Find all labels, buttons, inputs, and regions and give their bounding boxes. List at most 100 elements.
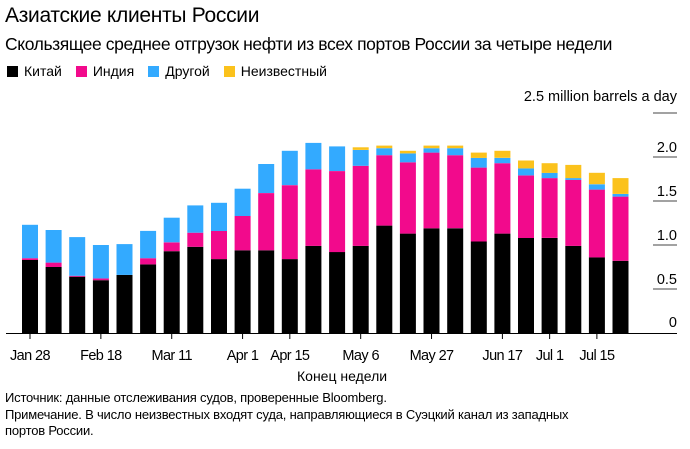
bar-segment-unknown [494,150,511,158]
bar-stack [211,202,227,333]
bar-segment-other [234,188,251,216]
bar-segment-other [447,148,464,156]
bar-segment-china [163,251,180,333]
note-line-1: Примечание. В число неизвестных входят с… [5,406,569,422]
legend-item-china: Китай [7,63,62,79]
x-tick-label: May 27 [410,348,454,364]
bar-segment-other [329,146,346,171]
x-tick-label: Jul 1 [536,348,564,364]
x-tick-label: Apr 1 [227,348,259,364]
y-tick-label: 0.5 [657,272,677,288]
bar-stack [399,150,416,333]
legend-swatch-unknown [223,65,235,77]
bar-segment-india [565,179,582,246]
bar-segment-unknown [352,147,369,150]
bar-stack [22,224,38,333]
bar-segment-other [211,202,227,231]
bar-segment-china [22,260,38,333]
bar-segment-india [45,262,62,267]
y-axis-group: 0 0.5 1.0 1.5 2.0 [653,112,677,331]
legend-item-india: Индия [75,63,134,79]
bar-segment-china [329,252,346,333]
bar-stack [69,237,86,333]
source-note: Источник: данные отслеживания судов, про… [5,390,387,405]
bar-stack [494,150,511,333]
bar-stack [305,142,322,333]
bar-segment-india [92,278,109,281]
bar-segment-china [494,233,511,333]
bar-segment-unknown [399,150,416,154]
bar-stack [352,147,369,333]
legend-swatch-india [75,65,87,77]
chart-subtitle: Скользящее среднее отгрузок нефти из все… [5,34,613,54]
x-axis-title: Конец недели [297,368,388,384]
bar-segment-other [470,157,487,168]
bar-segment-other [22,224,38,259]
legend-label-other: Другой [165,63,210,79]
bar-segment-other [163,217,180,243]
note-line-2: портов России. [5,423,94,438]
bar-segment-india [22,258,38,260]
bar-segment-india [376,155,393,226]
legend-swatch-other [148,65,160,77]
x-axis-group: Jan 28 Feb 18 Mar 11 Apr 1 Apr 15 May 6 May 27… [6,333,677,364]
bar-segment-india [329,171,346,253]
legend-item-unknown: Неизвестный [223,63,327,79]
bar-segment-china [258,250,275,333]
bar-segment-other [140,230,157,259]
bar-stack [140,230,157,333]
bar-segment-india [588,189,605,258]
bar-segment-other [612,194,629,197]
bar-stack [163,217,180,333]
bar-segment-india [470,167,487,242]
bar-segment-other [588,184,605,190]
bar-segment-other [565,178,582,180]
bar-stack [565,164,582,333]
bar-stack [423,145,440,333]
bar-stack [234,188,251,333]
y-tick-label: 2.0 [657,140,677,156]
bar-segment-china [140,264,157,333]
legend-label-china: Китай [24,63,62,79]
bar-segment-unknown [447,145,464,149]
bar-segment-india [258,193,275,251]
legend-item-other: Другой [148,63,210,79]
x-tick-label: Feb 18 [80,348,122,364]
bar-stack [541,163,558,333]
bar-segment-other [494,157,511,164]
chart-title: Азиатские клиенты России [5,4,260,27]
bar-segment-india [187,232,204,247]
bar-segment-china [352,245,369,333]
bar-stack [329,146,346,333]
bar-segment-china [423,228,440,333]
legend-swatch-china [7,65,18,77]
bar-segment-china [281,259,298,333]
bar-stack [612,178,629,333]
bar-segment-india [612,196,629,261]
bar-segment-china [211,259,227,333]
bar-segment-india [305,169,322,246]
bar-segment-other [258,164,275,193]
bar-segment-china [305,245,322,333]
bar-segment-other [69,237,86,276]
bar-stack [447,145,464,333]
bar-segment-other [423,148,440,153]
bar-segment-india [518,175,534,238]
x-tick-label: Jul 15 [579,348,615,364]
x-tick-label: Mar 11 [151,348,192,364]
bar-segment-unknown [518,160,534,169]
bar-stack [258,164,275,333]
x-tick-label: May 6 [342,348,379,364]
bar-stack [588,172,605,333]
bar-segment-india [140,258,157,265]
bar-stack [92,245,109,333]
bar-stack [518,160,534,333]
y-tick-label: 1.5 [657,184,677,200]
bar-segment-india [423,152,440,229]
bar-segment-china [399,233,416,333]
bar-stack [376,145,393,333]
bar-segment-india [447,155,464,229]
bar-stack [187,205,204,333]
bar-segment-china [187,246,204,333]
legend-label-unknown: Неизвестный [240,63,327,79]
